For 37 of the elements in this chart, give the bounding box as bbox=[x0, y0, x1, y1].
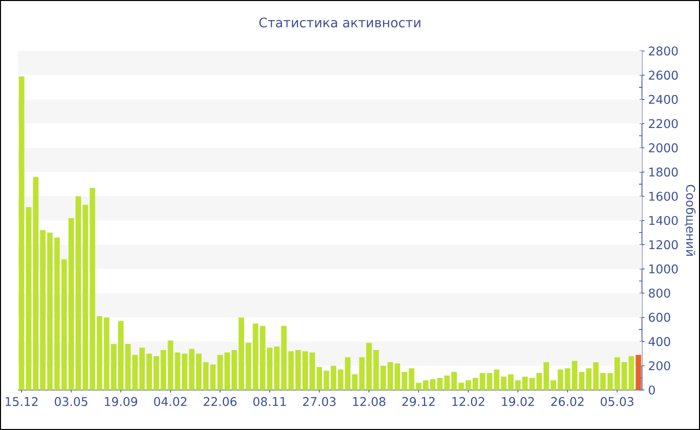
x-tick-label: 19.09 bbox=[104, 397, 138, 406]
x-tick-label: 19.02 bbox=[502, 397, 534, 406]
y-tick-label: 2600 bbox=[648, 70, 678, 80]
y-tick-label: 600 bbox=[648, 312, 670, 322]
bar bbox=[281, 326, 287, 390]
y-tick-label: 0 bbox=[648, 385, 655, 395]
x-tick-label: 15.12 bbox=[6, 397, 38, 406]
bar bbox=[636, 354, 642, 390]
y-tick-label: 1200 bbox=[649, 240, 678, 250]
y-tick-label: 1800 bbox=[649, 168, 678, 177]
bar bbox=[104, 317, 110, 390]
y-tick-label: 2800 bbox=[648, 46, 678, 56]
bar bbox=[168, 340, 174, 390]
bar bbox=[96, 316, 102, 390]
y-tick-label: 1000 bbox=[649, 264, 678, 274]
x-tick-label: 03.05 bbox=[54, 397, 88, 406]
x-tick-label: 08.11 bbox=[253, 397, 286, 406]
x-tick-label: 12.02 bbox=[452, 397, 484, 406]
y-tick-label: 200 bbox=[648, 361, 670, 370]
x-tick-label: 27.03 bbox=[303, 397, 336, 406]
y-axis-title: Сообщений bbox=[684, 184, 696, 256]
y-tick-label: 2000 bbox=[648, 143, 678, 152]
chart-title: Статистика активности bbox=[259, 18, 420, 28]
y-tick-label: 2400 bbox=[648, 94, 678, 104]
y-tick-label: 1600 bbox=[649, 192, 678, 201]
y-tick-label: 1400 bbox=[649, 216, 678, 226]
x-tick-label: 12.08 bbox=[353, 397, 386, 406]
bar bbox=[274, 346, 280, 390]
bar bbox=[529, 378, 535, 390]
y-tick-label: 800 bbox=[648, 288, 670, 298]
y-tick-label: 400 bbox=[648, 337, 670, 346]
x-tick-label: 26.02 bbox=[551, 397, 584, 406]
x-tick-label: 22.06 bbox=[204, 397, 237, 406]
x-tick-label: 29.12 bbox=[402, 397, 435, 406]
y-tick-label: 2200 bbox=[648, 119, 678, 128]
x-tick-label: 05.03 bbox=[600, 397, 634, 406]
x-tick-label: 04.02 bbox=[154, 397, 186, 406]
